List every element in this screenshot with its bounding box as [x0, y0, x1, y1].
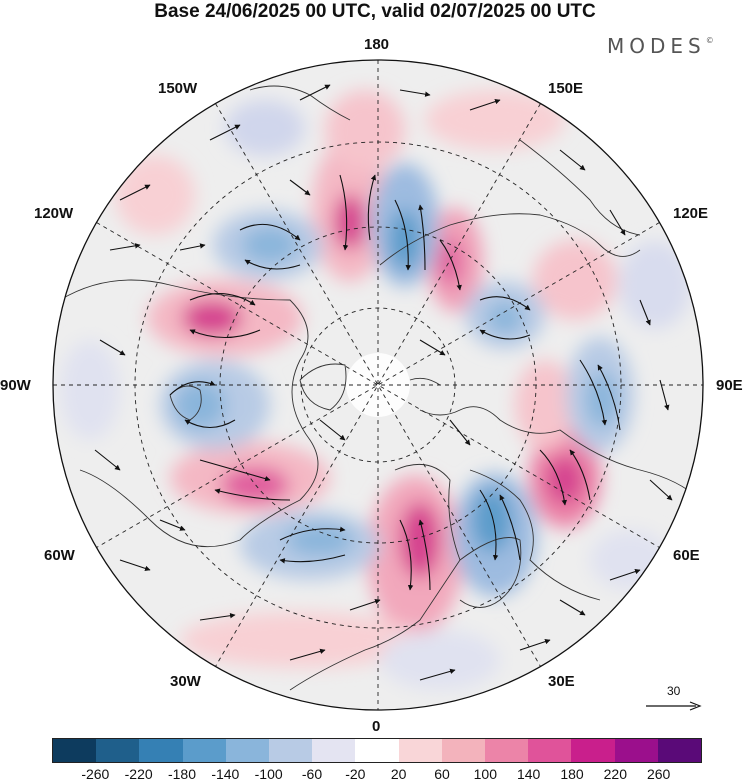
label-120w: 120W — [34, 205, 74, 222]
label-90w: 90W — [0, 377, 31, 394]
label-150e: 150E — [548, 80, 584, 97]
modes-logo: MODES© — [607, 34, 714, 58]
colorbar-swatch — [441, 739, 486, 762]
colorbar-tick-label: 260 — [646, 766, 671, 782]
colorbar-tick-label: -220 — [124, 766, 153, 782]
label-30e: 30E — [548, 673, 575, 690]
brand-mark: © — [705, 36, 714, 46]
colorbar-swatch — [182, 739, 226, 762]
colorbar-swatch — [398, 739, 442, 762]
colorbar-tick-label: -260 — [81, 766, 110, 782]
colorbar-swatch — [571, 739, 615, 762]
label-0: 0 — [372, 718, 381, 735]
label-120e: 120E — [673, 205, 709, 222]
wind-vectors — [94, 84, 673, 681]
colorbar-swatch — [269, 739, 313, 762]
colorbar-tick-label: 100 — [473, 766, 498, 782]
label-180: 180 — [364, 36, 390, 53]
colorbar-tick-label: 20 — [390, 766, 407, 782]
colorbar-swatch — [485, 739, 529, 762]
label-90e: 90E — [716, 377, 743, 394]
colorbar-swatch — [312, 739, 356, 762]
colorbar-tick-label: -100 — [254, 766, 283, 782]
colorbar-swatch — [53, 739, 97, 762]
label-60e: 60E — [673, 547, 700, 564]
colorbar-tick-label: -20 — [345, 766, 366, 782]
label-30w: 30W — [170, 673, 201, 690]
colorbar-tick-label: 180 — [560, 766, 584, 782]
pole-region — [346, 353, 410, 417]
colorbar-swatch — [139, 739, 183, 762]
colorbar-tick-label: 140 — [516, 766, 541, 782]
colorbar — [52, 738, 702, 763]
map-disc — [53, 60, 703, 710]
colorbar-swatch — [657, 739, 702, 762]
colorbar-ticks: -260 -220 -180 -140 -100 -60 -20 20 60 100 140 180 2… — [52, 762, 702, 783]
colorbar-swatch — [614, 739, 658, 762]
colorbar-swatch — [96, 739, 140, 762]
brand-name: MODES — [607, 34, 706, 58]
colorbar-tick-label: 220 — [603, 766, 628, 782]
label-150w: 150W — [158, 80, 198, 97]
colorbar-tick-label: -140 — [211, 766, 240, 782]
map-boundary — [52, 59, 704, 711]
colorbar-tick-label: 60 — [434, 766, 450, 782]
colorbar-swatch — [355, 739, 399, 762]
reference-vector-arrow — [646, 701, 702, 711]
graticule — [53, 60, 703, 710]
label-60w: 60W — [44, 547, 75, 564]
colorbar-swatch — [225, 739, 270, 762]
chart-title: Base 24/06/2025 00 UTC, valid 02/07/2025… — [154, 1, 596, 22]
colorbar-tick-label: -60 — [301, 766, 323, 782]
colorbar-tick-label: -180 — [167, 766, 197, 782]
reference-vector-label: 30 — [667, 684, 681, 698]
colorbar-swatch — [528, 739, 572, 762]
